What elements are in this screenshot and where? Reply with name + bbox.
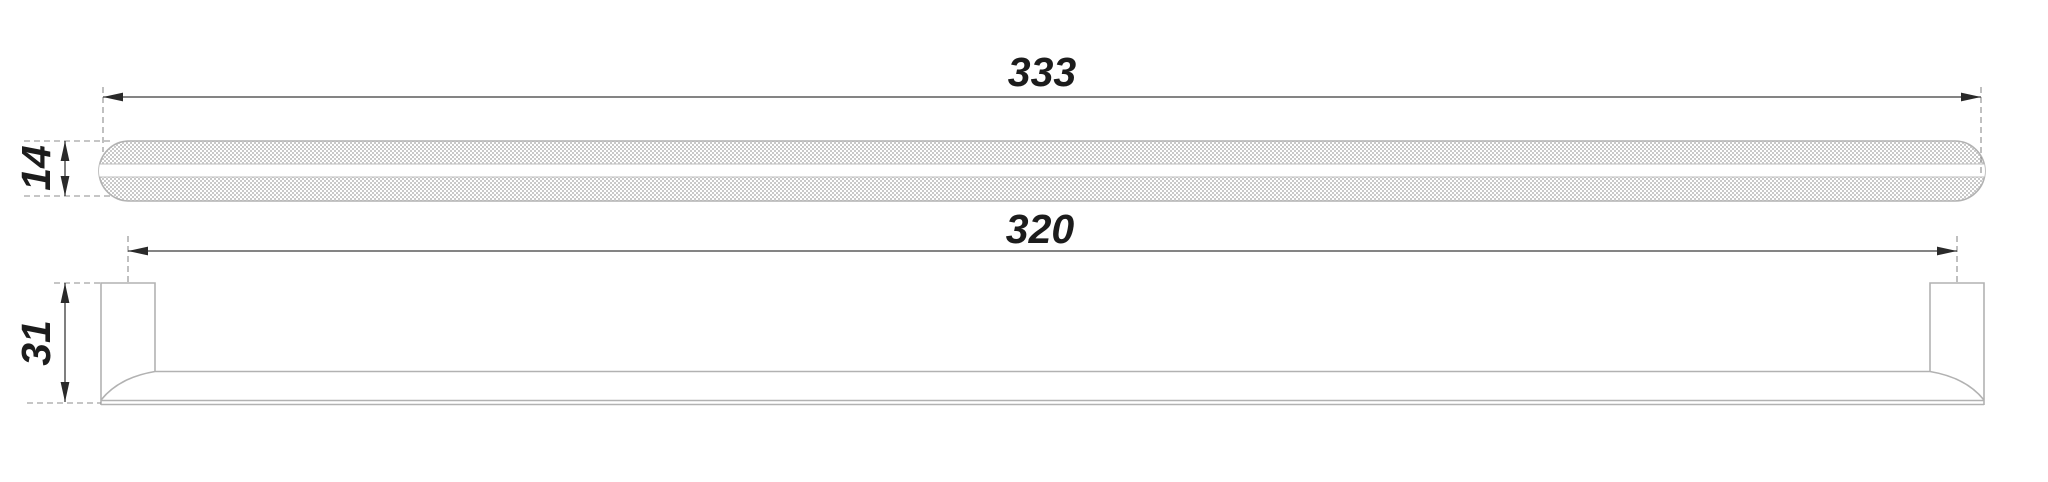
front-view: 320 31 — [13, 206, 1985, 406]
dim-handle-height: 31 — [13, 282, 101, 404]
dim-overall-length: 333 — [102, 49, 1982, 173]
top-view: 333 14 — [13, 49, 1986, 202]
arrow-right-icon — [1937, 246, 1957, 256]
right-post-outline — [1929, 282, 1985, 405]
left-post-outline — [100, 282, 156, 405]
arrow-up-icon — [60, 283, 70, 303]
dim-hole-spacing-value: 320 — [1006, 206, 1075, 252]
arrow-left-icon — [128, 246, 148, 256]
arrow-down-icon — [60, 176, 70, 196]
bar-polished-stripe — [99, 164, 1985, 177]
dim-bar-thickness: 14 — [13, 140, 114, 197]
dim-bar-thickness-value: 14 — [13, 145, 59, 191]
arrow-right-icon — [1961, 92, 1981, 102]
grip-bar-top-edge — [100, 370, 1985, 401]
dim-hole-spacing: 320 — [127, 206, 1958, 283]
arrow-left-icon — [103, 92, 123, 102]
dim-overall-length-value: 333 — [1008, 49, 1077, 95]
arrow-up-icon — [60, 141, 70, 161]
dim-handle-height-value: 31 — [13, 320, 59, 366]
arrow-down-icon — [60, 382, 70, 402]
